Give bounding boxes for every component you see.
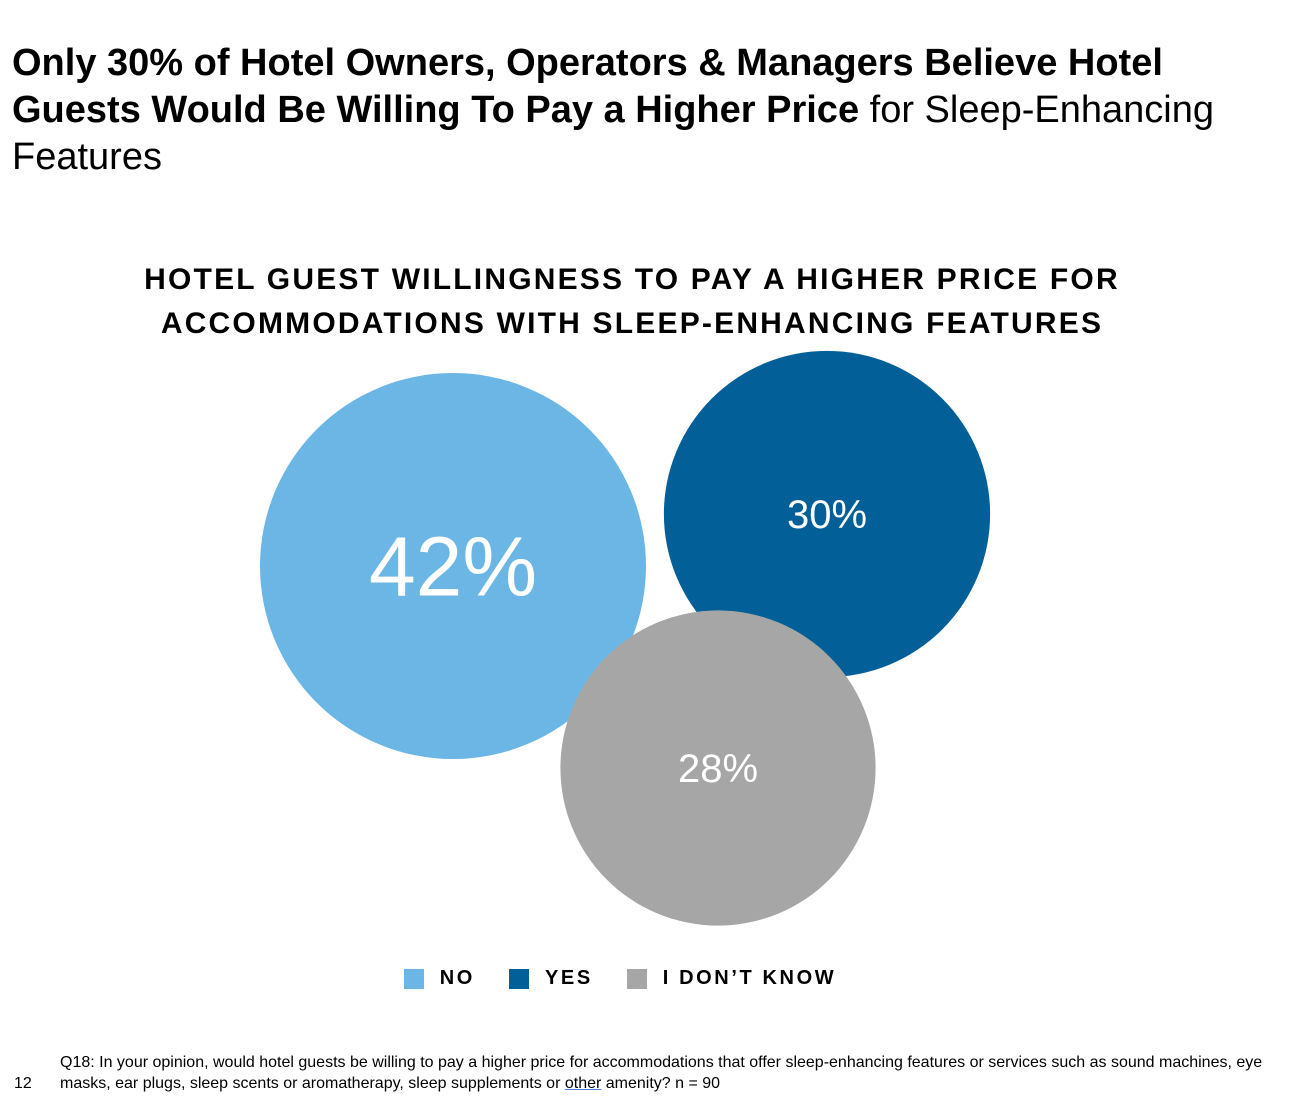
bubble-no: [260, 373, 646, 759]
legend-swatch-dont-know: [626, 968, 647, 989]
headline-regular: for Sleep-Enhancing Features: [12, 89, 1214, 178]
legend-item-dont-know: I DON’T KNOW: [626, 967, 837, 990]
legend-item-yes: YES: [508, 967, 593, 990]
legend-swatch-yes: [508, 968, 529, 989]
chart-title: HOTEL GUEST WILLINGNESS TO PAY A HIGHER …: [0, 258, 1264, 346]
legend-item-no: NO: [403, 967, 475, 990]
bubble-yes: [663, 350, 991, 678]
headline-bold: Only 30% of Hotel Owners, Operators & Ma…: [12, 42, 1163, 131]
legend-label-no: NO: [439, 967, 475, 989]
chart-title-line-2: ACCOMMODATIONS WITH SLEEP-ENHANCING FEAT…: [160, 307, 1104, 340]
survey-question-footnote: Q18: In your opinion, would hotel guests…: [60, 1052, 1280, 1094]
footnote-text-1: Q18: In your opinion, would hotel guests…: [60, 1054, 1263, 1092]
data-label-yes: 30%: [787, 493, 867, 537]
chart-legend: NO YES I DON’T KNOW: [0, 967, 1240, 990]
data-label-no: 42%: [369, 519, 537, 613]
legend-label-dont-know: I DON’T KNOW: [662, 967, 837, 989]
chart-title-line-1: HOTEL GUEST WILLINGNESS TO PAY A HIGHER …: [144, 263, 1120, 296]
page-headline: Only 30% of Hotel Owners, Operators & Ma…: [12, 40, 1272, 181]
bubble-dont-know: [560, 610, 876, 926]
footnote-underlined-word: other: [564, 1075, 602, 1092]
legend-swatch-no: [403, 968, 424, 989]
legend-label-yes: YES: [544, 967, 593, 989]
data-label-dont-know: 28%: [678, 747, 758, 791]
page-number: 12: [14, 1075, 32, 1092]
footnote-text-2: amenity? n = 90: [601, 1075, 721, 1092]
